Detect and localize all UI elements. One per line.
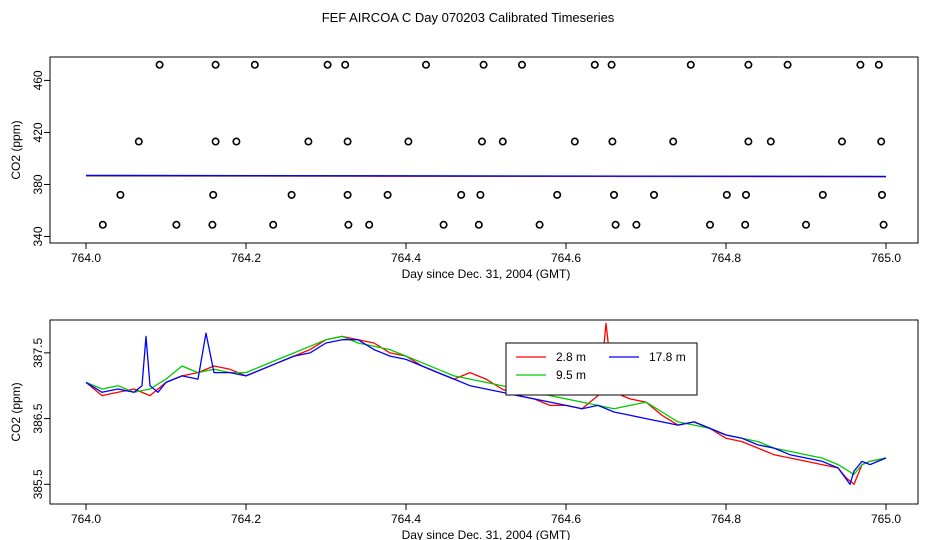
data-point: [705, 220, 714, 229]
data-point: [553, 190, 562, 199]
series-line-2-8-m: [85, 322, 887, 485]
data-point: [98, 220, 107, 229]
data-point: [879, 220, 888, 229]
x-tick-label: 765.0: [871, 251, 901, 265]
data-point: [474, 220, 483, 229]
x-tick-label: 765.0: [871, 512, 901, 526]
data-point: [837, 137, 846, 146]
data-point: [607, 60, 616, 69]
data-point: [818, 190, 827, 199]
legend-label: 2.8 m: [556, 350, 586, 364]
top-panel: 764.0 764.2 764.4 764.6 764.8 765.0 Day since …: [9, 56, 919, 281]
x-tick-label: 764.0: [71, 512, 101, 526]
data-point: [741, 190, 750, 199]
data-point: [457, 190, 466, 199]
data-point: [404, 137, 413, 146]
series-line-9-5-m: [85, 335, 887, 476]
x-tick-label: 764.4: [391, 512, 421, 526]
data-point: [632, 220, 641, 229]
data-point: [477, 137, 486, 146]
data-point: [741, 220, 750, 229]
data-point: [269, 220, 278, 229]
x-tick-label: 764.2: [231, 251, 261, 265]
x-tick-label: 764.0: [71, 251, 101, 265]
data-point: [498, 137, 507, 146]
data-point: [439, 220, 448, 229]
data-point: [669, 137, 678, 146]
series-line-17-8-m: [85, 174, 887, 178]
data-point: [287, 190, 296, 199]
data-point: [208, 220, 217, 229]
data-point: [570, 137, 579, 146]
data-point: [783, 60, 792, 69]
data-point: [421, 60, 430, 69]
data-point: [801, 220, 810, 229]
data-point: [250, 60, 259, 69]
data-point: [517, 60, 526, 69]
data-point: [877, 190, 886, 199]
x-axis-label: Day since Dec. 31, 2004 (GMT): [402, 267, 571, 281]
data-point: [744, 60, 753, 69]
y-tick-label: 386.5: [31, 403, 45, 433]
data-point: [609, 190, 618, 199]
plot-frame: [49, 56, 919, 244]
plot-frame: [49, 319, 919, 505]
data-point: [211, 60, 220, 69]
data-point: [344, 220, 353, 229]
legend-label: 17.8 m: [649, 350, 686, 364]
y-tick-label: 340: [31, 226, 45, 246]
x-tick-label: 764.8: [711, 512, 741, 526]
data-point: [590, 60, 599, 69]
data-point: [323, 60, 332, 69]
x-tick-label: 764.6: [551, 512, 581, 526]
data-point: [341, 60, 350, 69]
data-point: [343, 137, 352, 146]
bottom-panel: 764.0 764.2 764.4 764.6 764.8 765.0 Day since …: [9, 319, 919, 540]
data-point: [874, 60, 883, 69]
figure-title: FEF AIRCOA C Day 070203 Calibrated Times…: [322, 10, 615, 25]
series-line-17-8-m: [85, 332, 887, 485]
x-tick-label: 764.8: [711, 251, 741, 265]
data-point: [232, 137, 241, 146]
data-point: [209, 190, 218, 199]
x-tick-label: 764.4: [391, 251, 421, 265]
data-point: [744, 137, 753, 146]
data-point: [134, 137, 143, 146]
data-point: [766, 137, 775, 146]
y-tick-label: 460: [31, 70, 45, 90]
x-tick-label: 764.6: [551, 251, 581, 265]
x-axis-label: Day since Dec. 31, 2004 (GMT): [402, 528, 571, 540]
x-tick-label: 764.2: [231, 512, 261, 526]
y-axis-label: CO2 (ppm): [9, 382, 23, 441]
y-tick-label: 387.5: [31, 338, 45, 368]
data-point: [535, 220, 544, 229]
y-axis-label: CO2 (ppm): [9, 120, 23, 179]
data-point: [211, 137, 220, 146]
data-point: [686, 60, 695, 69]
data-point: [155, 60, 164, 69]
data-point: [383, 190, 392, 199]
legend-label: 9.5 m: [556, 368, 586, 382]
data-point: [722, 190, 731, 199]
data-point: [343, 190, 352, 199]
data-point: [649, 190, 658, 199]
data-point: [116, 190, 125, 199]
data-point: [479, 60, 488, 69]
data-point: [365, 220, 374, 229]
y-tick-label: 385.5: [31, 469, 45, 499]
data-point: [611, 220, 620, 229]
y-tick-label: 380: [31, 174, 45, 194]
data-point: [304, 137, 313, 146]
data-point: [608, 137, 617, 146]
data-point: [476, 190, 485, 199]
data-point: [856, 60, 865, 69]
y-tick-label: 420: [31, 122, 45, 142]
legend-box: [505, 342, 698, 396]
data-point: [877, 137, 886, 146]
data-point: [172, 220, 181, 229]
